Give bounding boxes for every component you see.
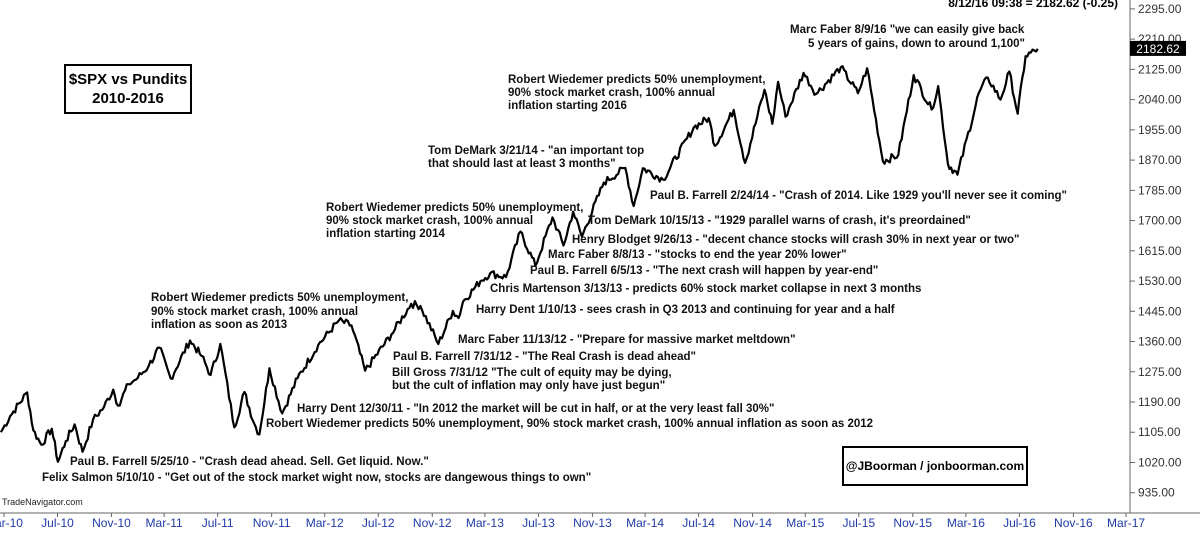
x-tick-label: Jul-15 xyxy=(842,516,875,530)
annotation-text: Paul B. Farrell 6/5/13 - "The next crash… xyxy=(530,265,878,277)
y-tick-label: 2040.00 xyxy=(1138,93,1182,107)
y-tick-label: 935.00 xyxy=(1138,486,1175,500)
x-tick-label: Jul-12 xyxy=(362,516,395,530)
annotation-text: Paul B. Farrell 2/24/14 - "Crash of 2014… xyxy=(650,190,1067,202)
annotation-text: inflation starting 2014 xyxy=(326,228,445,240)
x-tick-label: Nov-15 xyxy=(893,516,932,530)
x-tick-label: Mar-14 xyxy=(626,516,664,530)
chart-title-box: $SPX vs Pundits 2010-2016 xyxy=(64,64,192,114)
y-tick-label: 1700.00 xyxy=(1138,214,1182,228)
chart-subtitle: 2010-2016 xyxy=(92,90,164,107)
annotation-text: Paul B. Farrell 5/25/10 - "Crash dead ah… xyxy=(70,456,429,468)
x-tick-label: Jul-14 xyxy=(682,516,715,530)
author-credit-box: @JBoorman / jonboorman.com xyxy=(842,446,1028,486)
x-tick-label: Nov-11 xyxy=(253,516,291,530)
annotation-text: Harry Dent 1/10/13 - sees crash in Q3 20… xyxy=(476,304,895,316)
x-tick-label: Jul-13 xyxy=(522,516,555,530)
y-tick-label: 1105.00 xyxy=(1138,425,1181,439)
annotation-text: 5 years of gains, down to around 1,100" xyxy=(808,38,1025,50)
y-tick-label: 1870.00 xyxy=(1138,153,1182,167)
y-axis-ticks: 935.00 1020.00 1105.00 1190.00 1275.00 1360.0… xyxy=(1130,2,1182,500)
y-tick-label: 1530.00 xyxy=(1138,274,1182,288)
price-readout: 8/12/16 09:38 = 2182.62 (-0.25) xyxy=(948,0,1118,10)
annotation-text: inflation as soon as 2013 xyxy=(151,319,287,331)
annotation-text: Tom DeMark 3/21/14 - "an important top xyxy=(428,145,644,157)
x-tick-label: Nov-16 xyxy=(1054,516,1093,530)
y-tick-label: 2125.00 xyxy=(1138,62,1182,76)
y-tick-label: 1360.00 xyxy=(1138,335,1182,349)
annotation-text: Bill Gross 7/31/12 "The cult of equity m… xyxy=(392,367,672,379)
y-tick-label: 1190.00 xyxy=(1138,395,1181,409)
x-tick-label: Nov-13 xyxy=(573,516,612,530)
chart-title: $SPX vs Pundits xyxy=(68,71,188,88)
annotation-text: Robert Wiedemer predicts 50% unemploymen… xyxy=(508,74,765,86)
annotation-text: that should last at least 3 months" xyxy=(428,158,616,170)
annotation-text: inflation starting 2016 xyxy=(508,100,627,112)
x-tick-label: Jul-11 xyxy=(202,516,234,530)
x-tick-label: Mar-11 xyxy=(146,516,183,530)
annotation-text: Marc Faber 8/9/16 "we can easily give ba… xyxy=(790,24,1025,36)
x-tick-label: Jul-16 xyxy=(1003,516,1036,530)
annotation-text: Chris Martenson 3/13/13 - predicts 60% s… xyxy=(490,283,921,295)
spx-price-line xyxy=(0,48,1039,463)
annotation-text: Robert Wiedemer predicts 50% unemploymen… xyxy=(151,292,408,304)
annotation-text: 90% stock market crash, 100% annual xyxy=(326,215,533,227)
x-tick-label: Nov-12 xyxy=(413,516,452,530)
author-credit: @JBoorman / jonboorman.com xyxy=(845,459,1025,473)
y-tick-label: 1785.00 xyxy=(1138,183,1182,197)
x-tick-label: Mar-10 xyxy=(0,516,23,530)
annotation-text: Tom DeMark 10/15/13 - "1929 parallel war… xyxy=(588,215,971,227)
annotation-text: Robert Wiedemer predicts 50% unemploymen… xyxy=(266,418,873,430)
y-tick-label: 1445.00 xyxy=(1138,304,1182,318)
x-tick-label: Mar-15 xyxy=(786,516,824,530)
y-tick-label: 1020.00 xyxy=(1138,455,1182,469)
annotation-text: Harry Dent 12/30/11 - "In 2012 the marke… xyxy=(297,403,775,415)
annotation-text: Felix Salmon 5/10/10 - "Get out of the s… xyxy=(42,472,591,484)
data-source-label: TradeNavigator.com xyxy=(2,497,83,507)
x-tick-label: Mar-17 xyxy=(1107,516,1145,530)
annotation-text: Robert Wiedemer predicts 50% unemploymen… xyxy=(326,202,583,214)
x-tick-label: Nov-14 xyxy=(733,516,772,530)
last-value-marker: 2182.62 xyxy=(1130,40,1186,56)
x-tick-label: Jul-10 xyxy=(41,516,74,530)
y-tick-label: 1955.00 xyxy=(1138,123,1182,137)
x-tick-label: Mar-12 xyxy=(306,516,344,530)
y-tick-label: 2295.00 xyxy=(1138,2,1182,16)
y-tick-label: 1615.00 xyxy=(1138,244,1182,258)
x-tick-label: Nov-10 xyxy=(92,516,131,530)
annotation-text: Paul B. Farrell 7/31/12 - "The Real Cras… xyxy=(393,351,696,363)
annotation-text: 90% stock market crash, 100% annual xyxy=(151,306,358,318)
annotation-text: Marc Faber 8/8/13 - "stocks to end the y… xyxy=(548,249,847,261)
pundit-annotations: Marc Faber 8/9/16 "we can easily give ba… xyxy=(42,24,1067,484)
y-tick-label: 1275.00 xyxy=(1138,365,1182,379)
annotation-text: Henry Blodget 9/26/13 - "decent chance s… xyxy=(572,234,1019,246)
x-tick-label: Mar-16 xyxy=(947,516,985,530)
x-axis-ticks: Mar-10 Jul-10 Nov-10 Mar-11 Jul-11 Nov-11 Mar-… xyxy=(0,513,1145,530)
last-value-label: 2182.62 xyxy=(1136,42,1180,56)
annotation-text: 90% stock market crash, 100% annual xyxy=(508,87,715,99)
annotation-text: Marc Faber 11/13/12 - "Prepare for massi… xyxy=(458,334,796,346)
x-tick-label: Mar-13 xyxy=(466,516,504,530)
annotation-text: but the cult of inflation may only have … xyxy=(392,380,665,392)
